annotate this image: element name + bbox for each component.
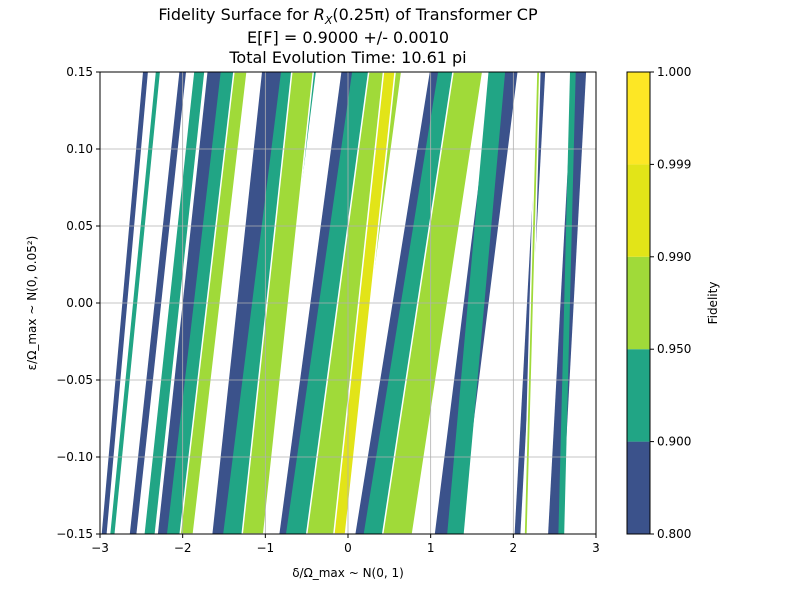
y-tick-label-0: −0.15 bbox=[56, 527, 93, 541]
colorbar-tick-label-2: 0.950 bbox=[657, 342, 691, 356]
y-tick-label-1: −0.10 bbox=[56, 450, 93, 464]
chart-subtitle-evolution-time: Total Evolution Time: 10.61 pi bbox=[228, 48, 466, 67]
colorbar-tick-label-3: 0.990 bbox=[657, 250, 691, 264]
x-tick-label-5: 2 bbox=[510, 541, 518, 555]
x-tick-label-0: −3 bbox=[91, 541, 109, 555]
x-tick-label-4: 1 bbox=[427, 541, 435, 555]
y-axis-ticks: −0.15 −0.10 −0.05 0.00 0.05 0.10 0.15 bbox=[56, 65, 100, 541]
y-tick-label-6: 0.15 bbox=[66, 65, 93, 79]
colorbar-segment-1 bbox=[627, 349, 650, 442]
colorbar-tick-label-4: 0.999 bbox=[657, 157, 691, 171]
y-axis-label: ε/Ω_max ~ N(0, 0.05²) bbox=[25, 236, 39, 371]
chart-subtitle-expected-fidelity: E[F] = 0.9000 +/- 0.0010 bbox=[247, 28, 449, 47]
y-tick-label-5: 0.10 bbox=[66, 142, 93, 156]
x-tick-label-2: −1 bbox=[256, 541, 274, 555]
y-tick-label-2: −0.05 bbox=[56, 373, 93, 387]
colorbar-label: Fidelity bbox=[706, 282, 720, 325]
title-math-sub: X bbox=[324, 14, 333, 27]
x-axis-ticks: −3 −2 −1 0 1 2 3 bbox=[91, 534, 600, 555]
colorbar-segment-4 bbox=[627, 72, 650, 165]
title-suffix: (0.25π) of Transformer CP bbox=[332, 5, 538, 24]
colorbar: 0.800 0.900 0.950 0.990 0.999 1.000 bbox=[626, 65, 691, 541]
chart-title: Fidelity Surface for RX(0.25π) of Transf… bbox=[158, 5, 538, 27]
grid-lines bbox=[100, 72, 596, 534]
plot-area bbox=[100, 72, 596, 534]
title-math: R bbox=[314, 5, 325, 24]
x-tick-label-6: 3 bbox=[592, 541, 600, 555]
title-prefix: Fidelity Surface for bbox=[158, 5, 313, 24]
y-tick-label-3: 0.00 bbox=[66, 296, 93, 310]
colorbar-segment-3 bbox=[627, 164, 650, 257]
colorbar-tick-label-5: 1.000 bbox=[657, 65, 691, 79]
colorbar-tick-label-1: 0.900 bbox=[657, 435, 691, 449]
x-axis-label: δ/Ω_max ~ N(0, 1) bbox=[292, 566, 404, 580]
colorbar-segment-0 bbox=[627, 441, 650, 534]
x-tick-label-1: −2 bbox=[174, 541, 192, 555]
colorbar-frame bbox=[626, 71, 651, 535]
y-tick-label-4: 0.05 bbox=[66, 219, 93, 233]
x-tick-label-3: 0 bbox=[344, 541, 352, 555]
colorbar-segment-2 bbox=[627, 256, 650, 350]
colorbar-tick-label-0: 0.800 bbox=[657, 527, 691, 541]
